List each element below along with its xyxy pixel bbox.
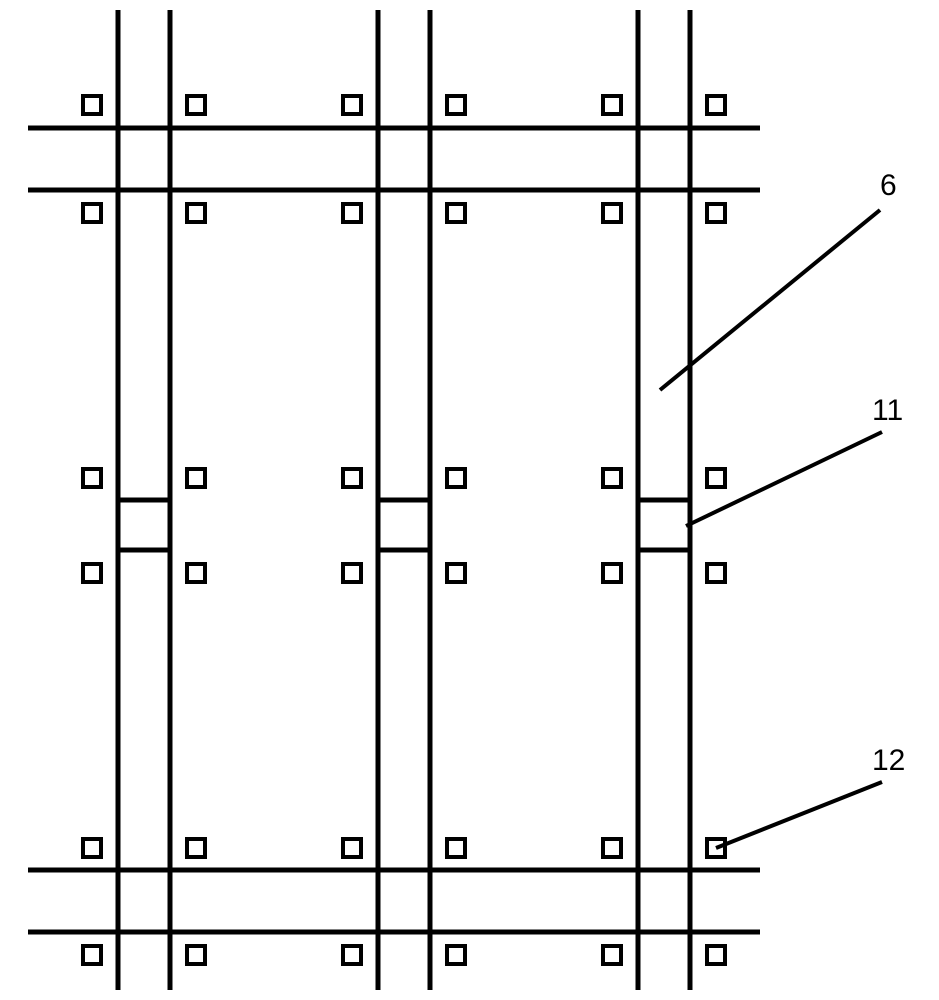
marker-square-r2-c3 — [447, 469, 465, 487]
leader-line-0 — [660, 210, 880, 390]
leader-line-1 — [686, 432, 882, 526]
marker-square-r4-c2 — [343, 839, 361, 857]
marker-square-r5-c3 — [447, 946, 465, 964]
marker-square-r4-c3 — [447, 839, 465, 857]
marker-square-r5-c1 — [187, 946, 205, 964]
marker-square-r5-c0 — [83, 946, 101, 964]
marker-square-r2-c4 — [603, 469, 621, 487]
marker-square-r5-c5 — [707, 946, 725, 964]
marker-square-r1-c3 — [447, 204, 465, 222]
marker-square-r1-c1 — [187, 204, 205, 222]
marker-square-r1-c2 — [343, 204, 361, 222]
marker-square-r3-c1 — [187, 564, 205, 582]
marker-square-r5-c4 — [603, 946, 621, 964]
marker-square-r4-c4 — [603, 839, 621, 857]
marker-square-r3-c3 — [447, 564, 465, 582]
leader-label-6: 6 — [880, 169, 897, 202]
marker-square-r5-c2 — [343, 946, 361, 964]
marker-square-r2-c1 — [187, 469, 205, 487]
marker-square-r0-c2 — [343, 96, 361, 114]
marker-square-r3-c0 — [83, 564, 101, 582]
marker-square-r3-c4 — [603, 564, 621, 582]
marker-square-r4-c1 — [187, 839, 205, 857]
marker-square-r0-c4 — [603, 96, 621, 114]
marker-square-r4-c0 — [83, 839, 101, 857]
marker-square-r0-c0 — [83, 96, 101, 114]
marker-square-r1-c4 — [603, 204, 621, 222]
marker-square-r2-c5 — [707, 469, 725, 487]
marker-square-r3-c2 — [343, 564, 361, 582]
marker-square-r2-c0 — [83, 469, 101, 487]
leader-label-12: 12 — [872, 744, 905, 777]
marker-square-r2-c2 — [343, 469, 361, 487]
marker-square-r1-c0 — [83, 204, 101, 222]
marker-square-r0-c5 — [707, 96, 725, 114]
marker-square-r0-c3 — [447, 96, 465, 114]
marker-square-r3-c5 — [707, 564, 725, 582]
marker-square-r1-c5 — [707, 204, 725, 222]
leader-line-2 — [716, 782, 882, 848]
marker-square-r0-c1 — [187, 96, 205, 114]
leader-label-11: 11 — [872, 394, 903, 427]
